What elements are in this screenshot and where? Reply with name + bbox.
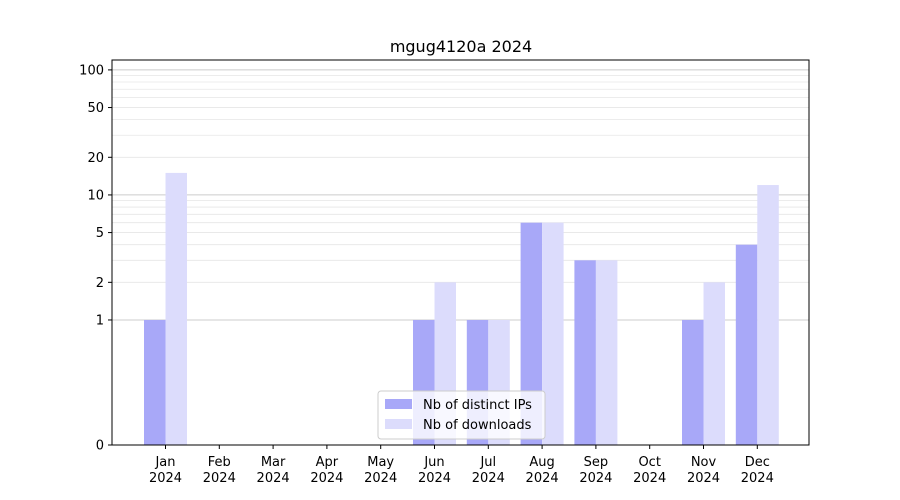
- legend-swatch: [385, 399, 412, 409]
- y-tick-label: 100: [79, 63, 104, 78]
- legend-label: Nb of downloads: [423, 418, 532, 433]
- x-tick-label: Nov 2024: [687, 455, 720, 486]
- plot-frame: [111, 59, 810, 446]
- x-tick-label: Jul 2024: [472, 455, 505, 486]
- x-tick-label: Sep 2024: [579, 455, 612, 486]
- bar: Nb of distinct IPs: 1: [682, 319, 704, 445]
- x-tick-label: Feb 2024: [203, 455, 236, 486]
- chart-title: mgug4120a 2024: [390, 37, 532, 56]
- x-tick-label: May 2024: [364, 455, 397, 486]
- x-tick-label: Jun 2024: [418, 455, 451, 486]
- x-tick-label: Dec 2024: [741, 455, 774, 486]
- y-tick-label: 10: [87, 188, 104, 203]
- x-tick-label: Mar 2024: [257, 455, 290, 486]
- bar: Nb of downloads: 6: [542, 222, 564, 445]
- bar: Nb of downloads: 2: [703, 282, 725, 445]
- legend-label: Nb of distinct IPs: [423, 398, 532, 413]
- axis-layer: 0 1 2 5 10 20 50 100 Jan 2024 Feb 2024 Mar 2024 Apr 202…: [79, 59, 810, 486]
- x-tick-label: Jan 2024: [149, 455, 182, 486]
- legend-box: [377, 390, 546, 440]
- y-tick-label: 0: [96, 439, 104, 454]
- y-tick-label: 20: [87, 151, 104, 166]
- legend: Nb of distinct IPs Nb of downloads: [377, 390, 546, 440]
- bar: Nb of distinct IPs: 3: [574, 260, 596, 445]
- y-tick-label: 5: [96, 226, 104, 241]
- y-tick-label: 2: [96, 276, 104, 291]
- bar: Nb of distinct IPs: 6: [520, 222, 543, 445]
- x-tick-label: Apr 2024: [310, 455, 343, 486]
- x-tick-label: Oct 2024: [633, 455, 666, 486]
- bar: Nb of downloads: 12: [757, 185, 779, 445]
- bar: Nb of distinct IPs: 4: [735, 244, 758, 445]
- y-tick-label: 1: [96, 313, 104, 328]
- x-tick-label: Aug 2024: [526, 455, 559, 486]
- y-tick-label: 50: [87, 101, 104, 116]
- bar: Nb of downloads: 3: [595, 260, 618, 445]
- bar: Nb of downloads: 15: [165, 172, 187, 445]
- legend-swatch: [385, 419, 412, 429]
- bar: Nb of distinct IPs: 1: [144, 319, 166, 445]
